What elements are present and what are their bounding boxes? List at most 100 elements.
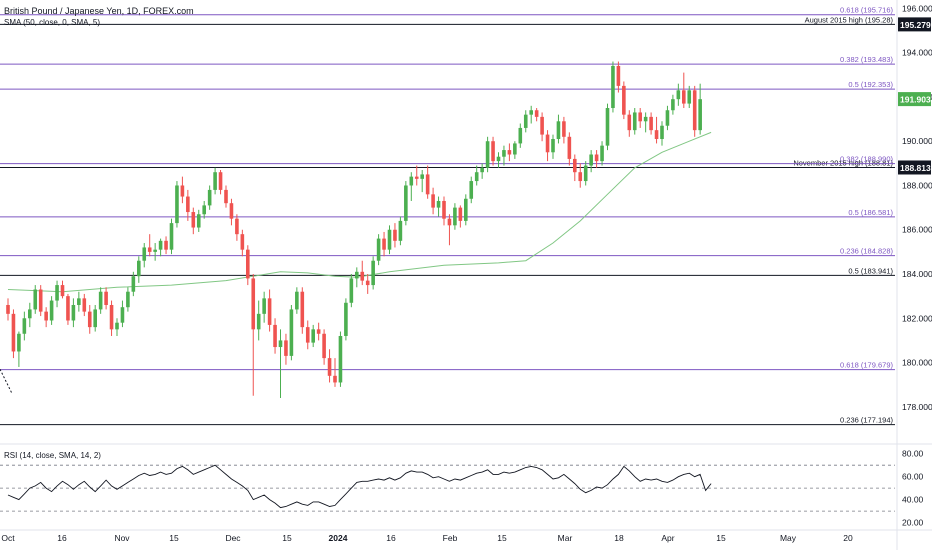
candle-up — [213, 172, 217, 190]
candle-down — [235, 218, 239, 235]
candle-up — [376, 238, 381, 261]
candle-down — [540, 116, 544, 135]
candle-up — [583, 165, 588, 182]
candle-down — [594, 154, 599, 162]
candle-down — [6, 304, 10, 314]
time-tick-label: Nov — [114, 533, 130, 543]
candle-up — [518, 127, 523, 144]
candle-up — [169, 223, 174, 250]
time-tick-label: 16 — [57, 533, 67, 543]
price-tick-label: 178.000 — [902, 402, 932, 412]
candle-up — [436, 200, 441, 208]
candle-up — [55, 285, 59, 301]
rsi-indicator-label: RSI (14, close, SMA, 14, 2) — [4, 451, 101, 460]
time-tick-label: Dec — [225, 533, 241, 543]
candle-down — [66, 296, 70, 321]
fib-level-label: 0.5 (192.353) — [848, 80, 893, 89]
candle-down — [414, 176, 419, 179]
candle-up — [131, 276, 136, 292]
candle-up — [289, 309, 294, 356]
candle-down — [431, 194, 435, 208]
candle-down — [382, 238, 386, 250]
candle-down — [567, 136, 572, 159]
candle-down — [333, 375, 337, 383]
fib-level-label: 0.5 (186.581) — [848, 208, 893, 217]
price-tag-label: 191.903 — [900, 95, 931, 105]
candle-down — [627, 114, 632, 131]
candle-down — [578, 172, 583, 182]
candle-down — [44, 311, 48, 321]
candle-down — [186, 196, 190, 213]
candle-up — [529, 110, 533, 115]
candle-up — [98, 291, 103, 310]
candle-up — [262, 298, 266, 314]
candle-up — [344, 302, 348, 336]
candle-down — [507, 150, 512, 155]
candle-up — [502, 150, 506, 157]
time-tick-label: Feb — [443, 533, 458, 543]
fib-level-label: 0.382 (193.483) — [840, 55, 893, 64]
price-tick-label: 194.000 — [902, 48, 932, 58]
candle-down — [654, 130, 659, 140]
price-tick-label: 182.000 — [902, 313, 932, 323]
candle-up — [207, 189, 212, 206]
price-tags-layer: 195.279 191.903 188.813 — [898, 17, 931, 175]
candle-down — [458, 207, 463, 221]
candle-up — [676, 90, 681, 100]
price-tick-label: 188.000 — [902, 180, 932, 190]
price-level-label: August 2015 high (195.28) — [805, 15, 894, 24]
candle-up — [278, 340, 283, 348]
candle-down — [365, 280, 370, 286]
price-tag-label: 188.813 — [900, 163, 931, 173]
candle-down — [692, 90, 697, 131]
candle-down — [425, 174, 430, 195]
candle-up — [643, 116, 648, 122]
candle-down — [300, 291, 305, 328]
rsi-line — [7, 464, 712, 509]
candle-down — [562, 121, 566, 137]
candle-down — [11, 313, 16, 352]
candle-up — [349, 278, 354, 303]
candle-down — [104, 291, 108, 305]
candle-up — [311, 329, 315, 343]
price-tag-label: 195.279 — [900, 20, 931, 30]
sma-layer — [0, 131, 712, 394]
candle-down — [322, 333, 326, 359]
candle-up — [17, 333, 21, 352]
price-tick-label: 186.000 — [902, 225, 932, 235]
candle-up — [453, 207, 457, 226]
candle-down — [638, 112, 642, 122]
price-level-label: 0.5 (183.941) — [848, 266, 893, 275]
candle-up — [338, 335, 343, 383]
candle-up — [142, 247, 147, 261]
price-tick-label: 190.000 — [902, 136, 932, 146]
projection-dash — [0, 368, 13, 394]
candle-down — [545, 134, 550, 153]
candle-down — [246, 249, 250, 279]
candle-up — [523, 114, 528, 128]
candle-up — [295, 291, 299, 310]
candle-down — [87, 311, 92, 328]
candle-up — [115, 322, 119, 330]
candle-up — [605, 108, 610, 146]
candle-down — [60, 285, 65, 297]
candle-up — [120, 307, 125, 323]
candle-up — [93, 309, 97, 328]
candle-down — [284, 340, 288, 356]
candle-down — [393, 229, 397, 241]
rsi-tick-label: 20.00 — [902, 518, 924, 528]
candle-down — [224, 189, 228, 204]
candle-down — [491, 141, 495, 162]
candle-up — [158, 240, 163, 250]
time-tick-label: 2024 — [329, 533, 348, 543]
price-tag-box — [898, 160, 931, 175]
candle-down — [442, 200, 446, 219]
candle-down — [305, 327, 310, 343]
candle-up — [355, 271, 359, 279]
time-tick-label: 18 — [614, 533, 624, 543]
time-tick-label: 16 — [386, 533, 396, 543]
time-tick-label: May — [780, 533, 797, 543]
candle-down — [273, 324, 277, 348]
price-level-label: 0.236 (177.194) — [840, 416, 893, 425]
